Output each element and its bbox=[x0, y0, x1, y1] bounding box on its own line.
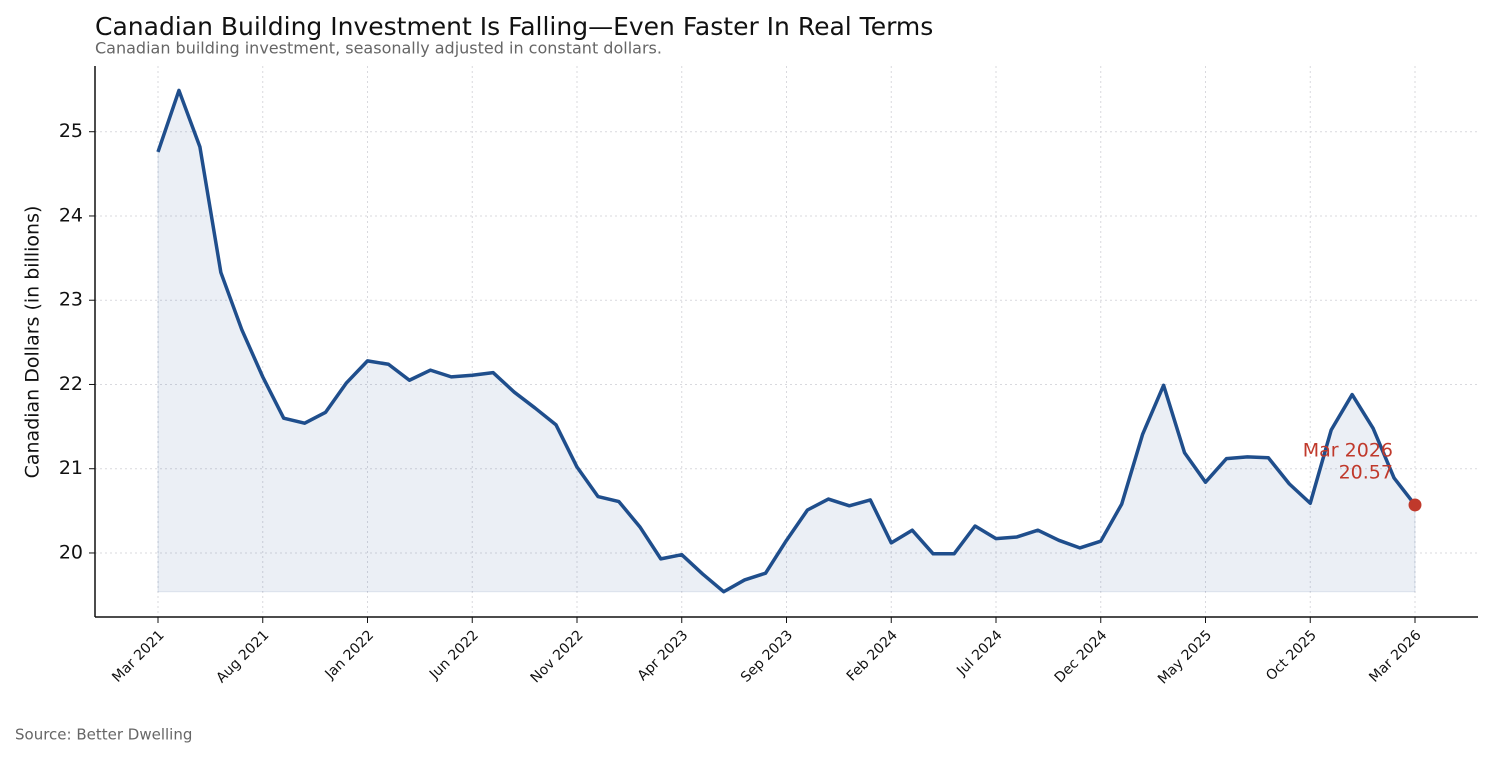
x-tick-label: Oct 2025 bbox=[1263, 627, 1320, 684]
x-tick-label: Nov 2022 bbox=[528, 627, 587, 686]
x-tick-label: Dec 2024 bbox=[1052, 627, 1111, 686]
annotation-date: Mar 2026 bbox=[1303, 439, 1393, 461]
x-tick-label: Mar 2026 bbox=[1366, 627, 1424, 685]
y-tick-label: 24 bbox=[59, 204, 83, 226]
x-tick-label: Jan 2022 bbox=[322, 627, 378, 683]
last-point bbox=[1408, 498, 1422, 512]
x-tick-label: Apr 2023 bbox=[635, 627, 692, 684]
x-tick-label: Mar 2021 bbox=[109, 627, 167, 685]
x-tick-label: May 2025 bbox=[1155, 627, 1215, 687]
line bbox=[156, 88, 1417, 594]
y-tick-label: 22 bbox=[59, 373, 83, 395]
x-tick-label: Jun 2022 bbox=[426, 627, 482, 683]
x-tick-label: Feb 2024 bbox=[844, 627, 901, 684]
chart-subtitle: Canadian building investment, seasonally… bbox=[95, 39, 662, 58]
annotation-value: 20.57 bbox=[1339, 461, 1393, 483]
y-tick-label: 25 bbox=[59, 120, 83, 142]
y-tick-label: 20 bbox=[59, 541, 83, 563]
x-tick-label: Aug 2021 bbox=[213, 627, 272, 686]
source: Source: Better Dwelling bbox=[15, 726, 192, 744]
x-tick-label: Jul 2024 bbox=[953, 627, 1005, 679]
y-tick-label: 21 bbox=[59, 457, 83, 479]
y-axis-label: Canadian Dollars (in billions) bbox=[22, 206, 44, 479]
y-tick-label: 23 bbox=[59, 289, 83, 311]
chart-title: Canadian Building Investment Is Falling—… bbox=[95, 12, 933, 41]
x-tick-label: Sep 2023 bbox=[738, 627, 796, 685]
